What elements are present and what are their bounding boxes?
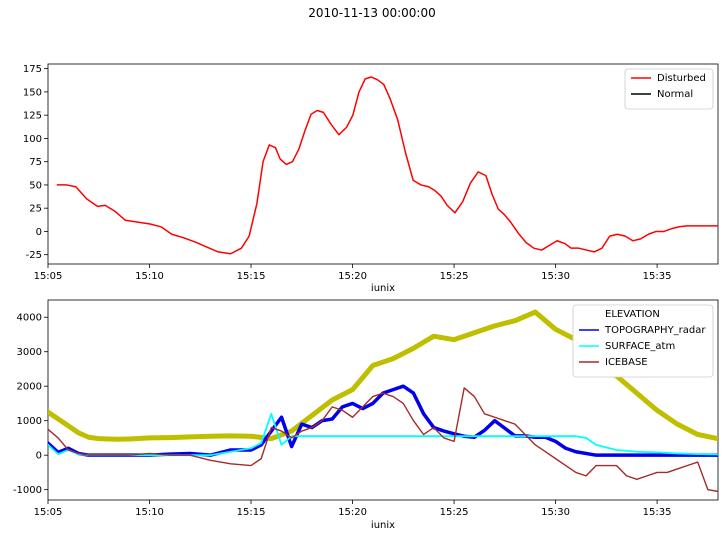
chart-top-axes-frame: [47, 63, 719, 265]
chart-top-series: [56, 76, 718, 255]
legend-box: [572, 304, 714, 378]
series-line-icebase: [48, 387, 718, 493]
y-tick-label: 100: [23, 134, 42, 145]
x-tick-label: 15:05: [34, 507, 63, 518]
y-tick-label: 175: [23, 64, 42, 75]
y-tick-label: 150: [23, 87, 42, 98]
x-tick-label: 15:35: [643, 271, 672, 282]
legend-label: TOPOGRAPHY_radar: [604, 325, 706, 336]
x-tick-label: 15:05: [34, 271, 63, 282]
series-line-disturbed: [56, 76, 718, 255]
legend-label: Normal: [657, 89, 693, 100]
chart-bottom-legend: ELEVATION TOPOGRAPHY_radar SURFACE_atm ICEB…: [572, 304, 714, 378]
legend-label: ELEVATION: [605, 309, 660, 320]
x-tick-label: 15:10: [135, 271, 164, 282]
x-tick-label: 15:10: [135, 507, 164, 518]
y-tick-label: 50: [29, 180, 42, 191]
figure-title: 2010-11-13 00:00:00: [308, 6, 435, 20]
x-tick-label: 15:20: [338, 271, 367, 282]
y-tick-label: 75: [29, 157, 42, 168]
x-tick-label: 15:25: [440, 507, 469, 518]
x-tick-label: 15:20: [338, 507, 367, 518]
y-tick-label: 3000: [17, 347, 42, 358]
y-tick-label: 1000: [17, 416, 42, 427]
x-tick-label: 15:30: [541, 271, 570, 282]
chart-top-xlabel: iunix: [371, 283, 395, 294]
y-tick-label: 4000: [17, 313, 42, 324]
series-line-surface-atm: [48, 412, 718, 457]
y-tick-label: -25: [26, 250, 42, 261]
y-tick-label: -1000: [13, 485, 42, 496]
y-tick-label: 0: [36, 227, 42, 238]
x-tick-label: 15:15: [237, 271, 266, 282]
chart-bottom-xlabel: iunix: [371, 520, 395, 531]
legend-label: ICEBASE: [605, 357, 648, 368]
chart-top-legend: Disturbed Normal: [624, 68, 714, 110]
x-tick-label: 15:35: [643, 507, 672, 518]
chart-top-x-ticks: 15:05 15:10 15:15 15:20 15:25 15:30 15:35: [34, 264, 672, 282]
y-tick-label: 0: [36, 451, 42, 462]
chart-bottom-x-ticks: 15:05 15:10 15:15 15:20 15:25 15:30 15:35: [34, 500, 672, 518]
x-tick-label: 15:15: [237, 507, 266, 518]
legend-box: [624, 68, 714, 110]
chart-bottom-axes-frame: [47, 299, 719, 501]
legend-label: Disturbed: [657, 73, 706, 84]
x-tick-label: 15:30: [541, 507, 570, 518]
y-tick-label: 2000: [17, 382, 42, 393]
y-tick-label: 25: [29, 204, 42, 215]
series-line-topography-radar: [48, 384, 718, 457]
x-tick-label: 15:25: [440, 271, 469, 282]
chart-bottom-y-ticks: -1000 0 1000 2000 3000 4000: [13, 313, 48, 496]
y-tick-label: 125: [23, 111, 42, 122]
legend-label: SURFACE_atm: [605, 341, 675, 352]
chart-top-y-ticks: -25 0 25 50 75 100 125 150 175: [23, 64, 48, 261]
